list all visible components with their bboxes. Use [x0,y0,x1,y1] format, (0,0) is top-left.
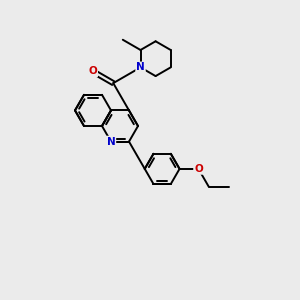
Text: N: N [136,62,145,72]
Text: O: O [194,164,203,174]
Text: O: O [88,66,97,76]
Text: N: N [106,136,116,147]
